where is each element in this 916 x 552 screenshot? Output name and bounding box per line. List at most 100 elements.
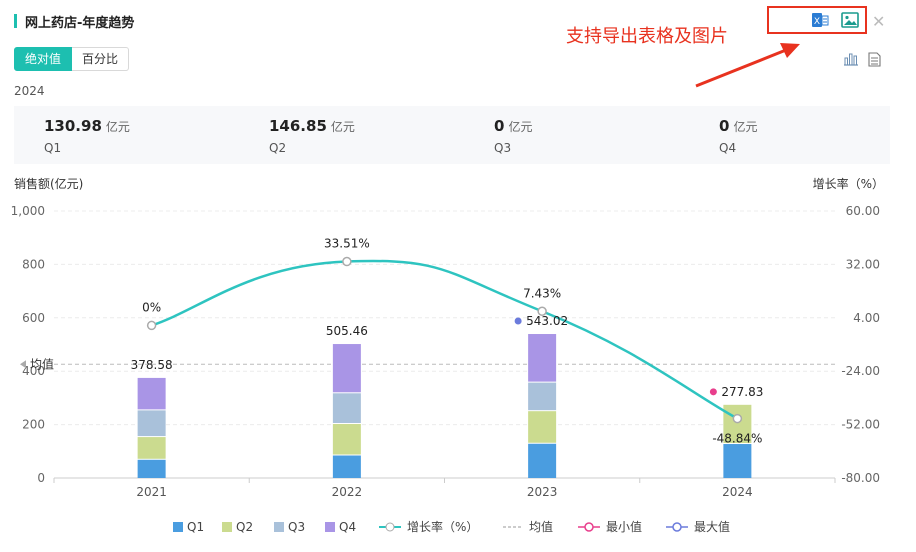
legend-swatch-marker: [385, 522, 395, 532]
total-label: 543.02: [526, 314, 568, 328]
y-tick-label-right: 60.00: [846, 204, 880, 218]
chart-header: 网上药店-年度趋势: [14, 12, 135, 31]
legend-label[interactable]: 增长率（%）: [407, 519, 478, 534]
x-tick-label: 2023: [527, 485, 558, 499]
y-tick-label-right: 32.00: [846, 257, 880, 271]
bar-segment-q1[interactable]: [723, 444, 752, 478]
total-label: 505.46: [326, 324, 368, 338]
kpi-label: Q3: [494, 141, 512, 155]
bar-segment-q1[interactable]: [332, 455, 361, 478]
export-highlight-box: [767, 6, 867, 34]
kpi-label: Q1: [44, 141, 62, 155]
total-label: 378.58: [131, 358, 173, 372]
y-tick-label-right: 4.00: [853, 311, 880, 325]
bar-segment-q2[interactable]: [723, 404, 752, 444]
legend-swatch: [325, 522, 335, 532]
growth-label: 0%: [142, 300, 161, 314]
y-tick-label-left: 200: [22, 418, 45, 432]
kpi-unit: 亿元: [508, 120, 533, 134]
bar-segment-q2[interactable]: [137, 437, 166, 459]
y-tick-label-left: 1,000: [11, 204, 45, 218]
bar-segment-q4[interactable]: [137, 377, 166, 410]
min-marker: [709, 388, 717, 396]
kpi-unit: 亿元: [733, 120, 758, 134]
growth-label: -48.84%: [712, 432, 762, 446]
bar-layer: [137, 334, 752, 478]
legend-label[interactable]: Q3: [288, 520, 305, 534]
absolute-value-button[interactable]: 绝对值: [14, 47, 73, 71]
growth-point[interactable]: [342, 256, 352, 267]
y-tick-label-left: 400: [22, 364, 45, 378]
legend-label[interactable]: Q1: [187, 520, 204, 534]
page-title: 网上药店-年度趋势: [25, 15, 135, 31]
growth-line-layer: [146, 256, 743, 424]
kpi-label: Q4: [719, 141, 737, 155]
kpi-label: Q2: [269, 141, 287, 155]
growth-label: 33.51%: [324, 237, 370, 251]
average-label: 均值: [30, 356, 54, 371]
x-tick-label: 2021: [136, 485, 167, 499]
svg-text:X: X: [814, 17, 820, 27]
kpi-q3: 0 亿元 Q3: [494, 116, 532, 155]
legend-swatch-marker: [672, 522, 682, 532]
legend-swatch: [173, 522, 183, 532]
bar-segment-q1[interactable]: [528, 443, 557, 478]
max-marker: [514, 317, 522, 325]
title-accent-bar: [14, 14, 17, 28]
legend-swatch: [222, 522, 232, 532]
y-tick-label-right: -52.00: [841, 418, 880, 432]
bar-segment-q3[interactable]: [528, 382, 557, 411]
bar-segment-q2[interactable]: [332, 423, 361, 455]
kpi-value: 146.85: [269, 117, 327, 135]
excel-export-icon[interactable]: X: [810, 11, 830, 29]
kpi-panel: 130.98 亿元 Q1 146.85 亿元 Q2 0 亿元 Q3 0 亿元 Q4: [14, 106, 890, 164]
growth-point[interactable]: [732, 413, 743, 424]
bar-segment-q3[interactable]: [137, 410, 166, 437]
legend-swatch: [274, 522, 284, 532]
y-tick-label-left: 600: [22, 311, 45, 325]
kpi-unit: 亿元: [330, 120, 355, 134]
y-axis-label-left: 销售额(亿元): [14, 176, 83, 191]
label-layer: 378.58 505.46 543.02 277.83 0% 33.51% 7.43% -48…: [131, 237, 764, 446]
bar-chart-view-icon[interactable]: [842, 51, 860, 67]
grid-layer: 0 200 400 600 800 1,000 -80.00 -52.00 -24.00 4.00…: [11, 204, 880, 499]
legend-label[interactable]: 最大值: [694, 519, 730, 534]
percentage-button[interactable]: 百分比: [72, 47, 130, 71]
export-annotation: 支持导出表格及图片: [566, 26, 728, 47]
legend-label[interactable]: Q2: [236, 520, 253, 534]
kpi-q4: 0 亿元 Q4: [719, 116, 757, 155]
legend-label[interactable]: Q4: [339, 520, 356, 534]
y-tick-label-left: 800: [22, 257, 45, 271]
y-tick-label-left: 0: [37, 471, 45, 485]
y-tick-label-right: -80.00: [841, 471, 880, 485]
growth-point[interactable]: [537, 306, 547, 317]
legend-label[interactable]: 均值: [529, 519, 553, 534]
bar-segment-q1[interactable]: [137, 459, 166, 478]
kpi-value: 0: [494, 117, 505, 135]
kpi-q2: 146.85 亿元 Q2: [269, 116, 355, 155]
x-tick-label: 2022: [332, 485, 363, 499]
growth-point[interactable]: [146, 320, 157, 331]
y-axis-label-right: 增长率（%）: [813, 176, 884, 191]
bar-segment-q2[interactable]: [528, 411, 557, 443]
kpi-q1: 130.98 亿元 Q1: [44, 116, 130, 155]
bar-segment-q3[interactable]: [332, 393, 361, 423]
x-tick-label: 2024: [722, 485, 753, 499]
value-mode-toggle[interactable]: 绝对值 百分比: [14, 47, 130, 71]
kpi-value: 0: [719, 117, 730, 135]
bar-segment-q4[interactable]: [528, 334, 557, 382]
growth-rate-line: [151, 259, 738, 420]
bar-segment-q4[interactable]: [332, 344, 361, 393]
average-marker: [20, 360, 26, 369]
legend-swatch-marker: [584, 522, 594, 532]
total-label: 277.83: [721, 385, 763, 399]
table-view-icon[interactable]: [866, 51, 882, 67]
legend[interactable]: Q1 Q2 Q3 Q4 增长率（%） 均值 最小值 最大值: [173, 519, 730, 534]
kpi-unit: 亿元: [105, 120, 130, 134]
legend-label[interactable]: 最小值: [606, 519, 642, 534]
y-tick-label-right: -24.00: [841, 364, 880, 378]
close-icon[interactable]: ✕: [872, 12, 886, 31]
image-export-icon[interactable]: [840, 11, 860, 29]
selected-year: 2024: [14, 84, 45, 98]
